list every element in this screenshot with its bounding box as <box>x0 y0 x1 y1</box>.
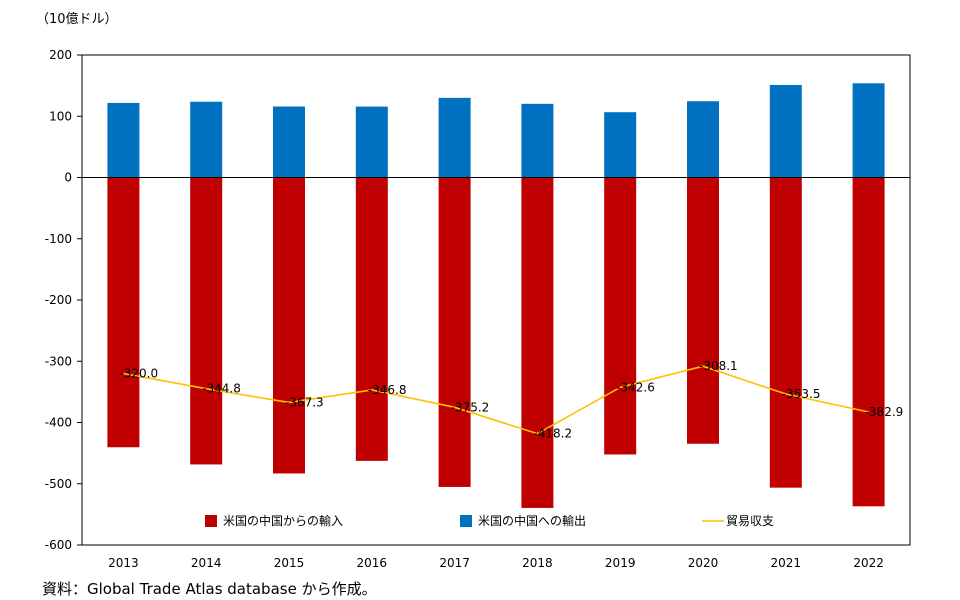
x-tick-label: 2014 <box>191 556 222 570</box>
export-bar-2015 <box>273 106 305 178</box>
legend-swatch <box>460 515 472 527</box>
x-tick-label: 2017 <box>439 556 470 570</box>
legend-label: 貿易収支 <box>726 514 774 528</box>
import-bar-2015 <box>273 177 305 474</box>
import-bar-2014 <box>190 177 223 465</box>
y-tick-label: -100 <box>45 232 72 246</box>
import-bar-2016 <box>355 177 388 461</box>
x-tick-label: 2015 <box>274 556 305 570</box>
trade-balance-label-2017: -375.2 <box>451 400 490 414</box>
trade-balance-label-2022: -382.9 <box>865 405 904 419</box>
export-bar-2019 <box>604 112 637 178</box>
x-tick-label: 2018 <box>522 556 553 570</box>
x-tick-label: 2021 <box>771 556 802 570</box>
legend-label: 米国の中国への輸出 <box>478 513 586 528</box>
y-tick-label: -300 <box>45 354 72 368</box>
y-tick-label: -500 <box>45 477 72 491</box>
export-bar-2022 <box>852 83 885 178</box>
export-bar-2013 <box>107 102 140 178</box>
export-bar-2016 <box>355 106 388 178</box>
x-tick-label: 2020 <box>688 556 719 570</box>
import-bar-2017 <box>438 177 471 487</box>
x-axis-ticks: 2013 2014 2015 2016 2017 2018 2019 2020 2021 2022 <box>108 556 884 570</box>
import-bars <box>107 177 885 508</box>
y-tick-label: -600 <box>45 538 72 552</box>
import-bar-2020 <box>687 177 719 444</box>
y-axis-ticks: 200 100 0 -100 -200 -300 -400 -500 -600 <box>45 48 82 552</box>
export-bar-2021 <box>769 84 802 178</box>
trade-balance-line <box>123 365 869 435</box>
legend-label: 米国の中国からの輸入 <box>223 513 343 528</box>
x-tick-label: 2013 <box>108 556 139 570</box>
trade-balance-label-2019: -342.6 <box>616 380 655 394</box>
trade-balance-label-2015: -367.3 <box>285 395 324 409</box>
export-bar-2014 <box>190 101 223 178</box>
trade-balance-label-2014: -344.8 <box>202 382 241 396</box>
import-bar-2021 <box>769 177 802 488</box>
trade-balance-label-2020: -308.1 <box>699 359 738 373</box>
export-bar-2017 <box>438 97 471 178</box>
y-tick-label: 0 <box>64 171 72 185</box>
x-tick-label: 2016 <box>357 556 388 570</box>
trade-balance-label-2013: -320.0 <box>119 367 158 381</box>
legend: 米国の中国からの輸入 米国の中国への輸出 貿易収支 <box>205 513 774 528</box>
trade-balance-label-2016: -346.8 <box>368 383 407 397</box>
import-bar-2013 <box>107 177 140 448</box>
export-bars <box>107 83 885 178</box>
trade-balance-labels: -320.0 -344.8 -367.3 -346.8 -375.2 -418.2 -342… <box>119 359 903 440</box>
x-tick-label: 2019 <box>605 556 636 570</box>
export-bar-2020 <box>687 101 719 178</box>
trade-balance-label-2018: -418.2 <box>533 427 572 441</box>
y-tick-label: -400 <box>45 416 72 430</box>
export-bar-2018 <box>521 103 554 178</box>
source-note: 資料：Global Trade Atlas database から作成。 <box>42 580 377 598</box>
y-tick-label: 200 <box>49 48 72 62</box>
y-tick-label: -200 <box>45 293 72 307</box>
import-bar-2022 <box>852 177 885 507</box>
y-axis-unit-label: （10億ドル） <box>36 12 118 27</box>
x-tick-label: 2022 <box>853 556 884 570</box>
trade-balance-label-2021: -353.5 <box>782 387 821 401</box>
import-bar-2019 <box>604 177 637 455</box>
y-tick-label: 100 <box>49 109 72 123</box>
legend-swatch <box>205 515 217 527</box>
import-bar-2018 <box>521 177 554 508</box>
